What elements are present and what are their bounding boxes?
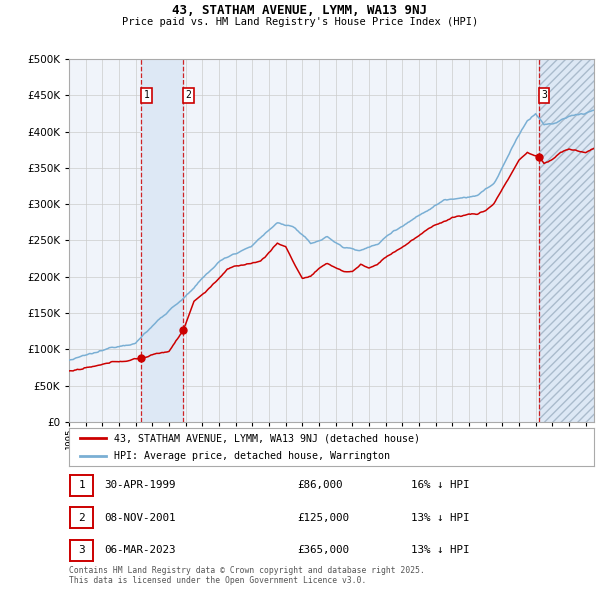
Text: 2: 2 (185, 90, 191, 100)
Text: 1: 1 (143, 90, 149, 100)
Text: 3: 3 (541, 90, 547, 100)
Bar (539, 59, 594, 422)
Text: £86,000: £86,000 (297, 480, 343, 490)
Text: Price paid vs. HM Land Registry's House Price Index (HPI): Price paid vs. HM Land Registry's House … (122, 17, 478, 27)
Text: 13% ↓ HPI: 13% ↓ HPI (411, 513, 469, 523)
Text: 06-MAR-2023: 06-MAR-2023 (104, 545, 175, 555)
Text: Contains HM Land Registry data © Crown copyright and database right 2025.
This d: Contains HM Land Registry data © Crown c… (69, 566, 425, 585)
Text: 1: 1 (78, 480, 85, 490)
Text: 08-NOV-2001: 08-NOV-2001 (104, 513, 175, 523)
Text: 30-APR-1999: 30-APR-1999 (104, 480, 175, 490)
Text: 2: 2 (78, 513, 85, 523)
Text: £125,000: £125,000 (297, 513, 349, 523)
Text: 3: 3 (78, 545, 85, 555)
Bar (141, 59, 183, 422)
Text: £365,000: £365,000 (297, 545, 349, 555)
Text: 43, STATHAM AVENUE, LYMM, WA13 9NJ: 43, STATHAM AVENUE, LYMM, WA13 9NJ (173, 4, 427, 17)
Text: 13% ↓ HPI: 13% ↓ HPI (411, 545, 469, 555)
Text: HPI: Average price, detached house, Warrington: HPI: Average price, detached house, Warr… (113, 451, 389, 461)
Text: 16% ↓ HPI: 16% ↓ HPI (411, 480, 469, 490)
Text: 43, STATHAM AVENUE, LYMM, WA13 9NJ (detached house): 43, STATHAM AVENUE, LYMM, WA13 9NJ (deta… (113, 433, 419, 443)
Bar (539, 59, 594, 422)
